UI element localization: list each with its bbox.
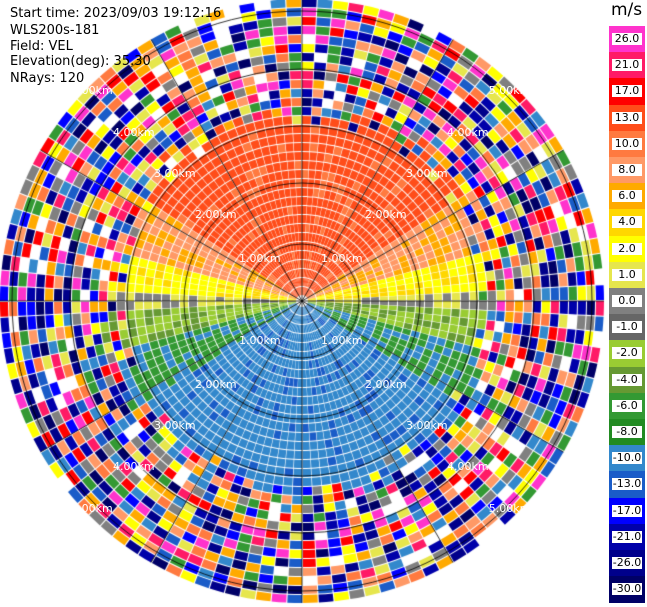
colorbar-tick-label: 6.0	[612, 190, 642, 203]
colorbar-tick-label: -8.0	[612, 426, 642, 438]
range-ring-label: 4.00km	[447, 460, 489, 474]
colorbar-tick-label: 0.0	[612, 295, 642, 307]
colorbar-tick-label: -4.0	[612, 373, 642, 386]
colorbar-tick-label: 10.0	[612, 137, 642, 150]
range-ring-label: 4.00km	[112, 460, 155, 474]
field-label: Field: VEL	[10, 39, 73, 54]
range-ring-label: 5.00km	[488, 501, 531, 515]
colorbar-tick-label: -2.0	[612, 347, 642, 360]
start-time-label: Start time: 2023/09/03 19:12:16	[10, 6, 222, 21]
range-ring-label: 5.00km	[71, 84, 113, 98]
range-ring-label: 2.00km	[364, 377, 407, 391]
colorbar-tick-label: 8.0	[612, 164, 642, 176]
range-ring-label: 1.00km	[321, 251, 363, 265]
colorbar-tick-label: 4.0	[612, 216, 642, 229]
colorbar-tick-label: -6.0	[612, 399, 642, 412]
range-ring-label: 5.00km	[488, 84, 531, 98]
colorbar-tick-label: 26.0	[612, 33, 642, 45]
colorbar-tick-label: -1.0	[612, 321, 642, 334]
range-ring-label: 3.00km	[406, 419, 448, 432]
range-ring-label: 4.00km	[447, 125, 489, 139]
range-ring-label: 5.00km	[71, 501, 113, 515]
range-ring-label: 3.00km	[154, 419, 196, 432]
range-ring-label: 2.00km	[364, 208, 407, 222]
colorbar-tick-label: 13.0	[612, 111, 642, 124]
colorbar-tick-label: -30.0	[612, 582, 642, 596]
colorbar-tick-label: -10.0	[612, 451, 642, 465]
colorbar-tick-label: 21.0	[612, 59, 642, 72]
colorbar-tick-label: 2.0	[612, 242, 642, 255]
range-ring-label: 2.00km	[195, 377, 237, 391]
nrays-label: NRays: 120	[10, 71, 85, 86]
colorbar-tick-label: 1.0	[612, 268, 642, 281]
colorbar-tick-label: -13.0	[612, 477, 642, 491]
range-ring-label: 4.00km	[112, 125, 155, 139]
range-ring-label: 1.00km	[238, 251, 281, 265]
range-ring-label: 1.00km	[238, 334, 281, 348]
colorbar-unit: m/s	[611, 0, 643, 20]
range-ring-label: 2.00km	[195, 208, 237, 222]
colorbar-tick-label: -17.0	[612, 503, 642, 517]
range-ring-label: 3.00km	[406, 167, 448, 180]
elevation-label: Elevation(deg): 35.30	[10, 54, 151, 69]
colorbar-tick-label: -26.0	[612, 556, 642, 569]
colorbar-tick-label: 17.0	[612, 85, 642, 98]
range-ring-label: 1.00km	[321, 334, 363, 348]
colorbar-tick-label: -21.0	[612, 529, 642, 543]
range-ring-label: 3.00km	[154, 167, 196, 180]
instrument-label: WLS200s-181	[10, 23, 100, 38]
